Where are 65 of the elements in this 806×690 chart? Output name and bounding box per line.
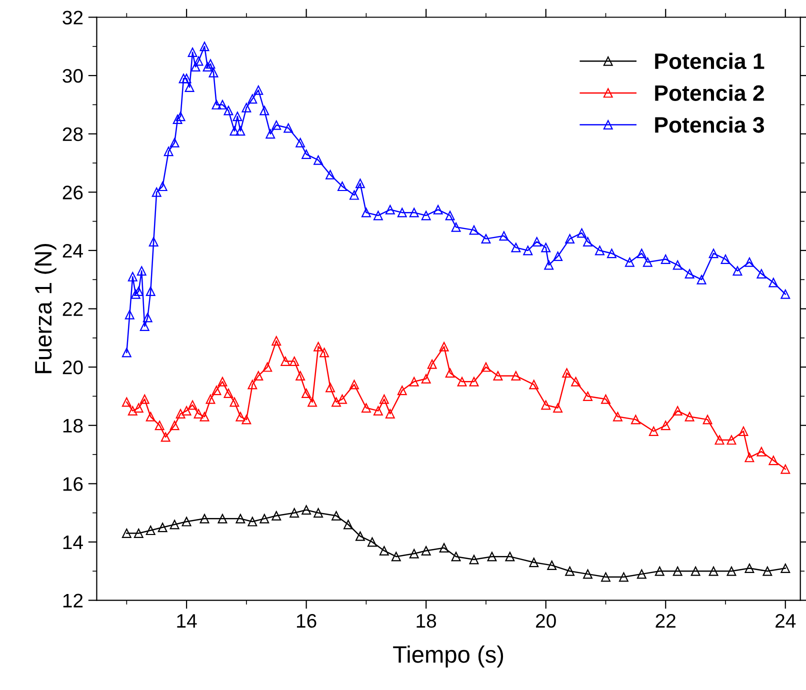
y-tick-label: 20 bbox=[62, 360, 83, 374]
point bbox=[355, 531, 365, 541]
point bbox=[690, 566, 700, 576]
point bbox=[618, 572, 628, 582]
point bbox=[487, 552, 497, 562]
y-tick-label: 18 bbox=[63, 418, 83, 433]
x-tick-label: 16 bbox=[296, 614, 316, 628]
y-tick-label: 12 bbox=[63, 594, 83, 608]
point bbox=[134, 528, 144, 538]
legend-label: Potencia 3 bbox=[655, 116, 764, 133]
point bbox=[409, 548, 419, 558]
point bbox=[290, 508, 300, 518]
point bbox=[726, 566, 736, 576]
point bbox=[469, 554, 479, 564]
point bbox=[122, 528, 132, 538]
point bbox=[583, 569, 592, 579]
x-tick-label: 14 bbox=[177, 614, 197, 628]
point bbox=[565, 566, 575, 576]
point bbox=[379, 546, 389, 556]
point bbox=[314, 508, 324, 518]
point bbox=[332, 511, 341, 520]
point bbox=[505, 552, 515, 562]
y-tick-label: 28 bbox=[62, 127, 83, 142]
x-tick-label: 18 bbox=[416, 614, 436, 628]
point bbox=[367, 537, 377, 547]
point bbox=[451, 552, 461, 562]
point bbox=[272, 511, 282, 520]
y-axis-title: Fuerza 1 (N) bbox=[34, 244, 56, 374]
legend-label: Potencia 1 bbox=[655, 52, 764, 70]
point bbox=[529, 558, 539, 568]
point bbox=[636, 569, 646, 579]
point bbox=[439, 543, 449, 553]
point bbox=[248, 516, 258, 526]
y-tick-label: 30 bbox=[62, 69, 83, 83]
point bbox=[780, 564, 790, 573]
legend-label: Potencia 2 bbox=[655, 84, 764, 101]
y-tick-label: 14 bbox=[63, 536, 83, 550]
point bbox=[170, 520, 180, 530]
point bbox=[182, 516, 192, 526]
point bbox=[260, 514, 270, 524]
point bbox=[744, 564, 754, 573]
point bbox=[601, 572, 610, 582]
point bbox=[344, 520, 353, 530]
y-tick-label: 32 bbox=[62, 10, 83, 24]
point bbox=[654, 566, 664, 576]
point bbox=[391, 552, 401, 562]
y-tick-label: 22 bbox=[62, 302, 83, 316]
x-tick-label: 20 bbox=[536, 614, 556, 628]
x-axis-title: Tiempo (s) bbox=[393, 646, 504, 668]
y-tick-label: 24 bbox=[62, 244, 83, 258]
point bbox=[672, 566, 682, 576]
y-tick-label: 16 bbox=[63, 477, 83, 491]
point bbox=[236, 514, 246, 524]
point bbox=[158, 522, 168, 532]
point bbox=[762, 566, 772, 576]
x-tick-label: 22 bbox=[656, 614, 676, 628]
x-tick-label: 24 bbox=[776, 614, 796, 628]
point bbox=[708, 566, 718, 576]
point bbox=[302, 505, 312, 515]
point bbox=[200, 514, 210, 524]
y-tick-label: 26 bbox=[62, 186, 83, 200]
point bbox=[421, 546, 431, 556]
point bbox=[547, 560, 557, 570]
point bbox=[218, 514, 228, 524]
point bbox=[146, 526, 156, 536]
